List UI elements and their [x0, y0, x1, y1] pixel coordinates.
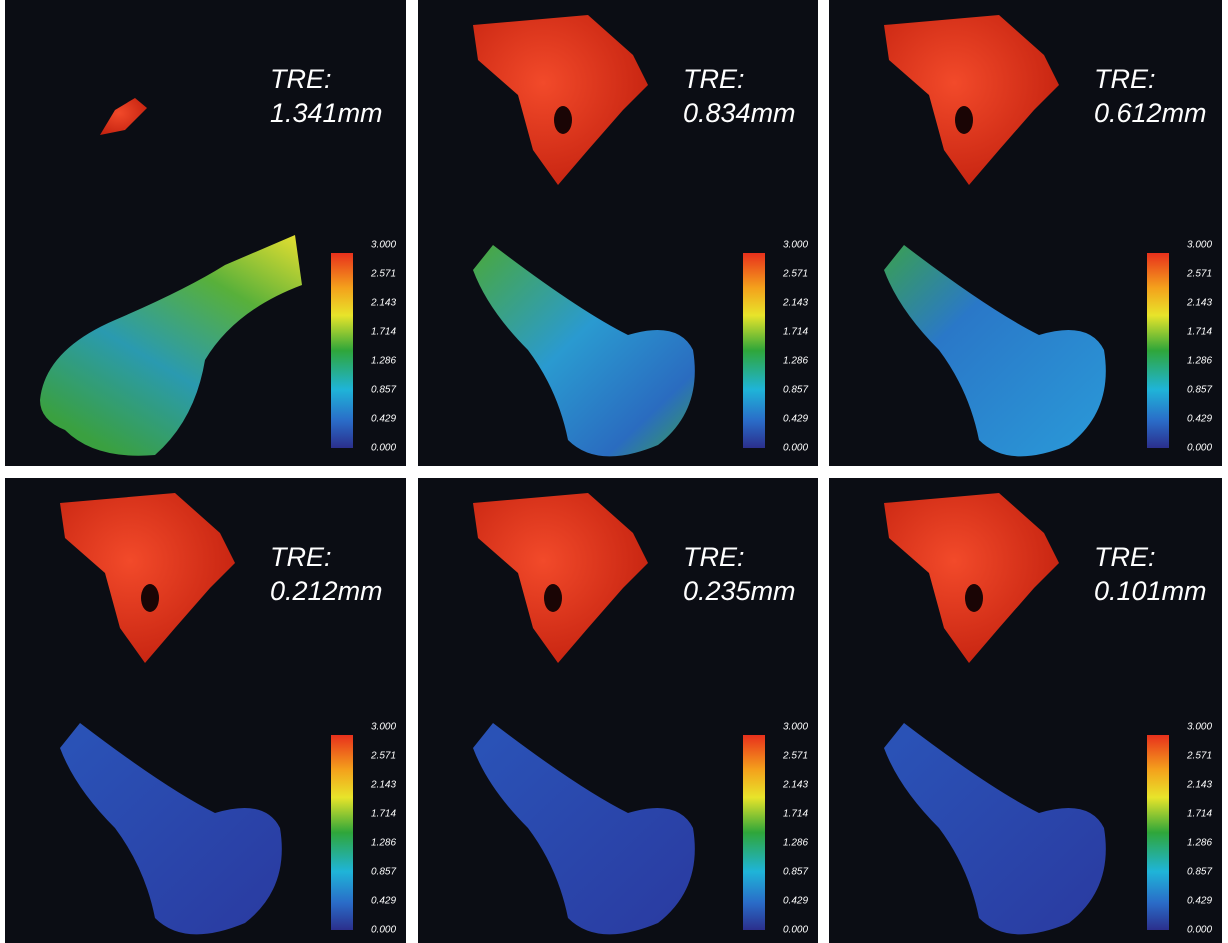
- colorbar-tick-label: 0.429: [371, 896, 396, 907]
- colorbar-tick-label: 2.143: [782, 298, 808, 309]
- colorbar: [331, 735, 353, 930]
- colorbar-tick-label: 1.714: [1187, 809, 1212, 820]
- colorbar-tick-label: 2.571: [782, 751, 808, 762]
- tre-value: 0.834mm: [683, 98, 796, 128]
- colorbar: [743, 253, 765, 448]
- colorbar-tick-label: 2.571: [1186, 751, 1212, 762]
- tre-label: TRE:: [683, 64, 745, 94]
- colorbar-tick-label: 0.857: [1187, 385, 1212, 396]
- colorbar-tick-label: 3.000: [1187, 240, 1212, 251]
- colorbar-tick-label: 0.857: [783, 867, 808, 878]
- panel: TRE: 0.235mm 3.000 2.571 2.143 1.714 1.286 0.85…: [418, 478, 818, 943]
- colorbar-tick-label: 2.143: [370, 780, 396, 791]
- colorbar-tick-label: 3.000: [371, 240, 396, 251]
- panel: TRE: 0.101mm 3.000 2.571 2.143 1.714 1.286 0.85…: [829, 478, 1222, 943]
- colorbar-tick-label: 1.286: [371, 356, 396, 367]
- colorbar-tick-label: 2.571: [1186, 269, 1212, 280]
- colorbar-tick-label: 1.286: [1187, 838, 1212, 849]
- tre-label: TRE:: [683, 542, 745, 572]
- colorbar: [1147, 253, 1169, 448]
- colorbar-tick-label: 0.429: [1187, 896, 1212, 907]
- panel: TRE: 1.341mm 3.000 2.571 2.143 1.714 1.286 0.85…: [5, 0, 406, 466]
- colorbar-tick-label: 3.000: [783, 722, 808, 733]
- colorbar: [331, 253, 353, 448]
- colorbar-tick-label: 1.714: [1187, 327, 1212, 338]
- tre-value: 0.235mm: [683, 576, 796, 606]
- colorbar-tick-label: 0.000: [783, 925, 808, 936]
- colorbar-tick-label: 2.571: [370, 269, 396, 280]
- colorbar-tick-label: 2.143: [1186, 298, 1212, 309]
- colorbar-tick-label: 0.429: [783, 896, 808, 907]
- fragment-hole: [544, 584, 562, 612]
- panel: TRE: 0.212mm 3.000 2.571 2.143 1.714 1.286 0.85…: [5, 478, 406, 943]
- colorbar-tick-label: 1.714: [783, 327, 808, 338]
- colorbar-tick-label: 2.571: [370, 751, 396, 762]
- colorbar-tick-label: 1.286: [783, 356, 808, 367]
- fragment-hole: [965, 584, 983, 612]
- panel: TRE: 0.612mm 3.000 2.571 2.143 1.714 1.286 0.85…: [829, 0, 1222, 466]
- colorbar-tick-label: 0.000: [1187, 443, 1212, 454]
- colorbar-tick-label: 0.000: [371, 443, 396, 454]
- colorbar-tick-label: 1.714: [371, 327, 396, 338]
- colorbar-tick-label: 2.571: [782, 269, 808, 280]
- colorbar: [1147, 735, 1169, 930]
- colorbar-tick-label: 0.429: [371, 414, 396, 425]
- figure: TRE: 1.341mm 3.000 2.571 2.143 1.714 1.286 0.85…: [0, 0, 1228, 943]
- tre-value: 0.101mm: [1094, 576, 1207, 606]
- colorbar-tick-label: 0.000: [371, 925, 396, 936]
- tre-value: 1.341mm: [270, 98, 383, 128]
- colorbar-tick-label: 0.857: [1187, 867, 1212, 878]
- fragment-hole: [955, 106, 973, 134]
- colorbar-tick-label: 3.000: [371, 722, 396, 733]
- colorbar-tick-label: 2.143: [1186, 780, 1212, 791]
- colorbar-tick-label: 0.000: [783, 443, 808, 454]
- colorbar-tick-label: 3.000: [783, 240, 808, 251]
- colorbar: [743, 735, 765, 930]
- fragment-hole: [141, 584, 159, 612]
- colorbar-tick-label: 0.000: [1187, 925, 1212, 936]
- tre-label: TRE:: [270, 64, 332, 94]
- colorbar-tick-label: 2.143: [782, 780, 808, 791]
- colorbar-tick-label: 0.429: [1187, 414, 1212, 425]
- colorbar-tick-label: 1.286: [783, 838, 808, 849]
- colorbar-tick-label: 2.143: [370, 298, 396, 309]
- tre-label: TRE:: [1094, 64, 1156, 94]
- colorbar-tick-label: 0.429: [783, 414, 808, 425]
- colorbar-tick-label: 3.000: [1187, 722, 1212, 733]
- panel: TRE: 0.834mm 3.000 2.571 2.143 1.714 1.286 0.85…: [418, 0, 818, 466]
- colorbar-tick-label: 1.286: [371, 838, 396, 849]
- fragment-hole: [554, 106, 572, 134]
- tre-value: 0.212mm: [270, 576, 383, 606]
- colorbar-tick-label: 0.857: [371, 867, 396, 878]
- colorbar-tick-label: 1.286: [1187, 356, 1212, 367]
- tre-value: 0.612mm: [1094, 98, 1207, 128]
- colorbar-tick-label: 1.714: [371, 809, 396, 820]
- tre-label: TRE:: [270, 542, 332, 572]
- colorbar-tick-label: 0.857: [371, 385, 396, 396]
- tre-label: TRE:: [1094, 542, 1156, 572]
- colorbar-tick-label: 1.714: [783, 809, 808, 820]
- colorbar-tick-label: 0.857: [783, 385, 808, 396]
